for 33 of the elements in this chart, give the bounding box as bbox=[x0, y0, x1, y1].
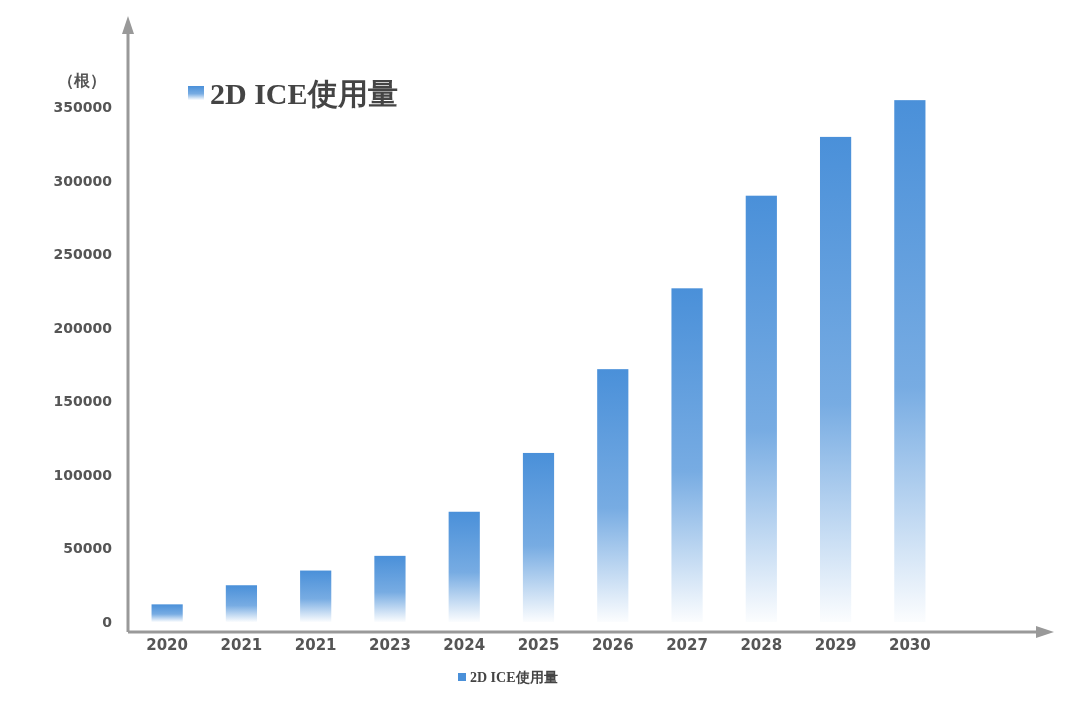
y-tick-label: 100000 bbox=[53, 466, 113, 483]
y-tick-label: 0 bbox=[102, 613, 113, 630]
bar bbox=[448, 511, 480, 622]
bar bbox=[745, 195, 777, 622]
y-tick-label: 50000 bbox=[63, 540, 113, 557]
y-tick-label: 250000 bbox=[53, 246, 113, 263]
bar bbox=[225, 585, 258, 622]
x-tick-label: 2027 bbox=[666, 636, 708, 654]
bar bbox=[300, 570, 332, 622]
bar bbox=[894, 100, 926, 622]
text: 2D ICE使用量 bbox=[210, 77, 398, 110]
x-tick-label: 2025 bbox=[517, 636, 560, 654]
x-tick-label: 2030 bbox=[888, 636, 931, 654]
x-tick-label: 2024 bbox=[443, 636, 486, 654]
y-axis-title: （根） bbox=[58, 71, 106, 90]
x-tick-label: 2021 bbox=[220, 636, 263, 654]
x-tick-label: 2026 bbox=[591, 636, 634, 654]
x-tick-label: 2029 bbox=[814, 636, 857, 654]
legend-label: 2D ICE使用量 bbox=[470, 670, 558, 685]
y-tick-label: 350000 bbox=[53, 99, 113, 116]
bar bbox=[374, 555, 406, 622]
bar bbox=[671, 288, 703, 622]
y-tick-label: 200000 bbox=[53, 319, 113, 336]
y-tick-label: 150000 bbox=[53, 393, 113, 410]
bar bbox=[597, 369, 629, 622]
bar bbox=[522, 452, 555, 622]
x-tick-label: 2020 bbox=[146, 636, 189, 654]
x-tick-label: 2028 bbox=[740, 636, 783, 654]
bar bbox=[151, 604, 183, 622]
bar bbox=[819, 136, 852, 622]
y-tick-label: 300000 bbox=[53, 172, 113, 189]
x-tick-label: 2023 bbox=[369, 636, 411, 654]
x-tick-label: 2021 bbox=[294, 636, 337, 654]
